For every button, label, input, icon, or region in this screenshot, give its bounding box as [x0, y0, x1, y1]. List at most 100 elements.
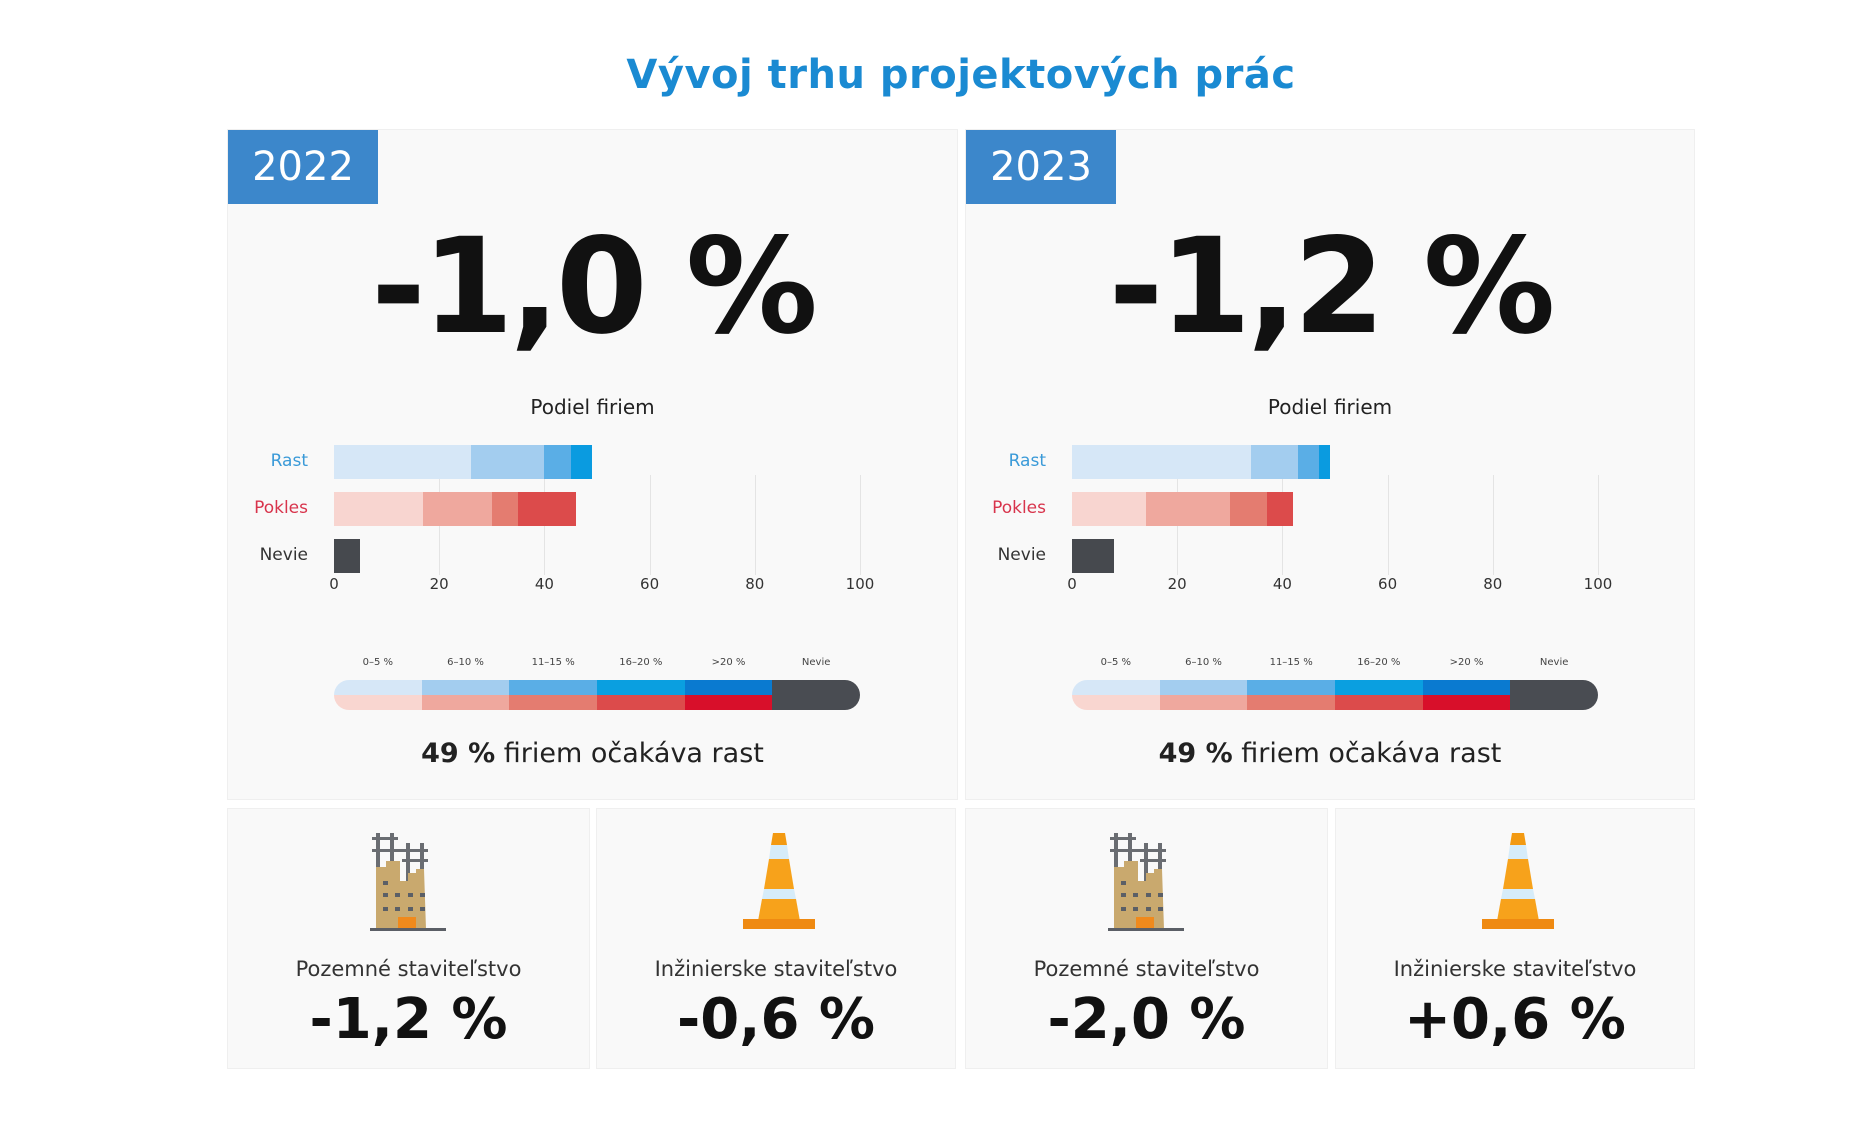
gridline	[1598, 475, 1599, 575]
legend-label: 16–20 %	[1357, 657, 1401, 668]
legend-swatch-rast	[1422, 680, 1511, 695]
legend-bar	[334, 680, 860, 710]
row-label-rast: Rast	[270, 451, 308, 471]
legend-swatch-rast	[1159, 680, 1248, 695]
legend-swatch-pokles	[1247, 695, 1336, 710]
panel-2023: 2023 -1,2 % Podiel firiem 0 20 40 60 80 100 Ra…	[965, 129, 1695, 800]
bar-segment	[334, 539, 361, 573]
x-tick-label: 80	[745, 575, 765, 593]
summary-text: firiem očakáva rast	[503, 738, 764, 769]
x-tick-label: 60	[1378, 575, 1398, 593]
gridline	[649, 475, 651, 575]
legend-swatch	[421, 680, 510, 710]
x-tick-label: 80	[1483, 575, 1503, 593]
legend-swatch-rast	[421, 680, 510, 695]
summary: 49 % firiem očakáva rast	[966, 738, 1694, 769]
sector-card: Inžinierske staviteľstvo -0,6 %	[596, 808, 956, 1069]
legend-label: 0–5 %	[1100, 657, 1132, 668]
x-tick-label: 100	[1583, 575, 1613, 593]
year-badge: 2023	[966, 130, 1116, 204]
legend-label: 6–10 %	[1185, 657, 1222, 668]
legend-label: 11–15 %	[1269, 657, 1313, 668]
bar-segment	[518, 492, 576, 526]
legend-swatch-pokles	[334, 695, 422, 710]
legend-swatch-rast	[684, 680, 773, 695]
bar-segment	[1266, 492, 1293, 526]
bar-segment	[1229, 492, 1267, 526]
headline-value: -1,2 %	[1108, 210, 1556, 364]
bar-segment	[491, 492, 519, 526]
legend-swatch	[1335, 680, 1423, 710]
gridline	[860, 475, 861, 575]
bar-segment	[470, 445, 545, 479]
sector-value: -2,0 %	[1047, 987, 1246, 1052]
legend-swatch-rast	[1247, 680, 1336, 695]
legend-bar	[1072, 680, 1598, 710]
legend-swatch	[684, 680, 773, 710]
legend-swatch-rast	[334, 680, 422, 695]
legend-swatch-pokles	[1422, 695, 1511, 710]
summary-text: firiem očakáva rast	[1241, 738, 1502, 769]
legend-label: 6–10 %	[447, 657, 484, 668]
bar-segment	[1250, 445, 1299, 479]
row-label-rast: Rast	[1008, 451, 1046, 471]
x-tick-label: 60	[640, 575, 660, 593]
legend-swatch-rast	[1072, 680, 1160, 695]
sector-card: Pozemné staviteľstvo -2,0 %	[965, 808, 1328, 1069]
legend-swatch	[1159, 680, 1248, 710]
x-tick-label: 20	[429, 575, 449, 593]
page-title: Vývoj trhu projektových prác	[626, 52, 1296, 98]
row-label-pokles: Pokles	[992, 498, 1046, 518]
x-tick-label: 40	[1272, 575, 1292, 593]
sector-label: Pozemné staviteľstvo	[295, 957, 522, 981]
legend-swatch-rast	[509, 680, 598, 695]
legend-swatch	[509, 680, 598, 710]
gridline	[754, 475, 756, 575]
legend-swatch-pokles	[597, 695, 685, 710]
bar-segment	[1298, 445, 1320, 479]
bar-segment	[544, 445, 571, 479]
x-tick-label: 0	[329, 575, 339, 593]
year-badge: 2022	[228, 130, 378, 204]
sector-value: -1,2 %	[309, 987, 508, 1052]
legend-label: >20 %	[711, 657, 746, 668]
legend-swatch	[772, 680, 860, 710]
x-tick-label: 20	[1167, 575, 1187, 593]
chart-title: Podiel firiem	[1267, 395, 1393, 419]
bar-segment	[1145, 492, 1230, 526]
legend-swatch	[1422, 680, 1511, 710]
bar-chart: 0 20 40 60 80 100 Rast Pokles Nevie 0–5 % 6–10 % 11…	[966, 130, 1694, 799]
legend-swatch	[597, 680, 685, 710]
x-tick-label: 40	[534, 575, 554, 593]
legend-swatch-pokles	[1159, 695, 1248, 710]
row-label-nevie: Nevie	[259, 545, 308, 565]
row-label-pokles: Pokles	[254, 498, 308, 518]
legend-swatch-pokles	[421, 695, 510, 710]
legend-swatch-pokles	[1335, 695, 1423, 710]
panel-2022: 2022 -1,0 % Podiel firiem 0 20 40 60 80 100 Ra…	[227, 129, 958, 800]
sector-value: +0,6 %	[1404, 987, 1626, 1052]
sector-card: Inžinierske staviteľstvo +0,6 %	[1335, 808, 1695, 1069]
chart-title: Podiel firiem	[530, 395, 655, 419]
legend-swatch-pokles	[684, 695, 773, 710]
legend-swatch	[1510, 680, 1598, 710]
legend-swatch-pokles	[772, 695, 860, 710]
sector-label: Pozemné staviteľstvo	[1033, 957, 1260, 981]
bar-segment	[334, 445, 471, 479]
legend-swatch	[334, 680, 422, 710]
bar-chart: 0 20 40 60 80 100 Rast Pokles Nevie 0–5 % 6–10 % 11…	[228, 130, 957, 799]
legend-swatch	[1247, 680, 1336, 710]
bar-segment	[570, 445, 592, 479]
legend-swatch-rast	[1510, 680, 1598, 695]
gridline	[1492, 475, 1494, 575]
bar-segment	[334, 492, 424, 526]
x-tick-label: 0	[1067, 575, 1077, 593]
legend-swatch-pokles	[509, 695, 598, 710]
sector-label: Inžinierske staviteľstvo	[1393, 957, 1637, 981]
bar-segment	[1319, 445, 1330, 479]
legend-label: 16–20 %	[619, 657, 663, 668]
bar-segment	[423, 492, 492, 526]
summary: 49 % firiem očakáva rast	[228, 738, 957, 769]
bar-segment	[1072, 539, 1115, 573]
row-label-nevie: Nevie	[997, 545, 1046, 565]
